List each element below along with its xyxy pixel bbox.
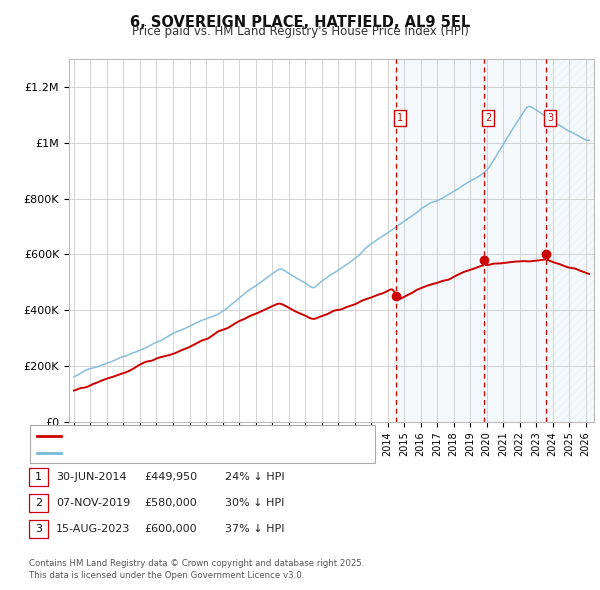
Text: 3: 3 <box>547 113 553 123</box>
Text: 15-AUG-2023: 15-AUG-2023 <box>56 525 130 534</box>
Text: Contains HM Land Registry data © Crown copyright and database right 2025.
This d: Contains HM Land Registry data © Crown c… <box>29 559 364 580</box>
Text: £600,000: £600,000 <box>144 525 197 534</box>
Text: 2: 2 <box>35 498 42 507</box>
Text: 6, SOVEREIGN PLACE, HATFIELD, AL9 5EL: 6, SOVEREIGN PLACE, HATFIELD, AL9 5EL <box>130 15 470 30</box>
Text: 24% ↓ HPI: 24% ↓ HPI <box>225 472 284 481</box>
Text: £449,950: £449,950 <box>144 472 197 481</box>
Text: 6, SOVEREIGN PLACE, HATFIELD, AL9 5EL (detached house): 6, SOVEREIGN PLACE, HATFIELD, AL9 5EL (d… <box>65 431 347 440</box>
Bar <box>547 59 594 422</box>
Text: 2: 2 <box>485 113 491 123</box>
Text: 3: 3 <box>35 525 42 534</box>
Text: Price paid vs. HM Land Registry's House Price Index (HPI): Price paid vs. HM Land Registry's House … <box>131 25 469 38</box>
Text: £580,000: £580,000 <box>144 498 197 507</box>
Bar <box>396 59 547 422</box>
Text: 37% ↓ HPI: 37% ↓ HPI <box>225 525 284 534</box>
Text: 30% ↓ HPI: 30% ↓ HPI <box>225 498 284 507</box>
Text: 30-JUN-2014: 30-JUN-2014 <box>56 472 127 481</box>
Text: 07-NOV-2019: 07-NOV-2019 <box>56 498 130 507</box>
Text: 1: 1 <box>397 113 403 123</box>
Text: HPI: Average price, detached house, Welwyn Hatfield: HPI: Average price, detached house, Welw… <box>65 448 317 458</box>
Text: 1: 1 <box>35 472 42 481</box>
